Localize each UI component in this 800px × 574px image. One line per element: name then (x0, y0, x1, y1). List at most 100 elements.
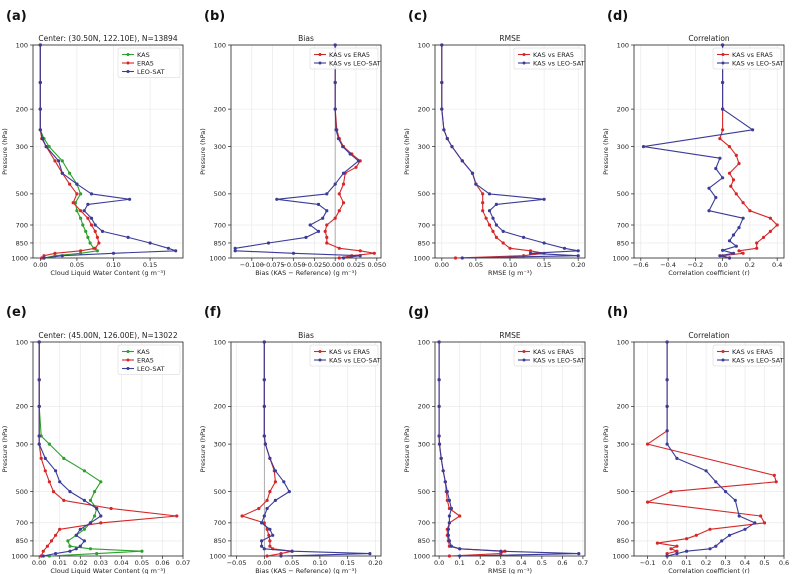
x-tick-label: 0.10 (313, 559, 327, 567)
data-point (262, 514, 266, 518)
data-point (665, 554, 669, 558)
data-point (62, 456, 66, 460)
panel-e: (e) Center: (45.00N, 126.00E), N=13022 0.0… (1, 305, 190, 574)
legend-marker (318, 53, 322, 56)
data-point (337, 209, 341, 213)
plot-area (435, 342, 585, 556)
data-point (721, 107, 725, 111)
data-point (460, 159, 464, 163)
plot-frame (633, 341, 785, 557)
data-point (501, 229, 505, 233)
data-point (68, 171, 72, 175)
x-tick-label: 0.20 (368, 559, 382, 567)
data-point (68, 544, 72, 548)
data-point (128, 197, 132, 201)
data-point (86, 216, 90, 220)
x-tick-label: 0.3 (720, 559, 730, 567)
plot-frame (633, 44, 785, 259)
x-tick-label: −0.075 (261, 261, 285, 269)
data-point (704, 469, 708, 473)
data-point (665, 552, 669, 556)
plot-frame (230, 44, 382, 259)
legend-label: KAS vs LEO-SAT (329, 356, 381, 364)
data-point (275, 197, 279, 201)
y-tick-label: 300 (418, 440, 430, 448)
plot-frame (434, 341, 586, 557)
data-point (97, 241, 101, 245)
panel-b: (b) Bias −0.100−0.075−0.050−0.025 0.000 0.02… (199, 9, 386, 277)
series-kas-vs-leo-sat (437, 340, 581, 558)
data-point (100, 229, 105, 233)
data-point (669, 547, 673, 551)
legend-box (309, 47, 379, 70)
data-point (82, 209, 86, 213)
legend-label: KAS vs ERA5 (329, 51, 370, 59)
data-point (175, 514, 179, 518)
data-point (348, 152, 352, 156)
legend-marker (126, 367, 130, 370)
data-point (437, 442, 442, 446)
legend-marker (126, 358, 130, 362)
data-point (718, 156, 722, 160)
legend-label: ERA5 (137, 356, 154, 364)
data-point (240, 514, 244, 518)
data-point (126, 235, 130, 239)
series-kas-vs-leo-sat (665, 340, 757, 558)
panel-title: Bias (298, 331, 314, 340)
data-point (89, 192, 94, 196)
data-point (741, 216, 745, 220)
data-point (279, 552, 283, 556)
data-point (88, 547, 93, 551)
data-point (714, 195, 718, 200)
data-point (337, 246, 341, 250)
x-tick-label: 0.025 (347, 261, 366, 269)
y-tick-label: 1000 (612, 552, 629, 560)
data-point (79, 251, 83, 255)
legend-box (513, 47, 583, 70)
data-point (47, 145, 51, 149)
series-kas-vs-leo-sat (260, 340, 372, 558)
data-point (93, 246, 97, 250)
data-point (93, 223, 97, 227)
data-point (453, 256, 458, 260)
data-point (82, 498, 86, 502)
data-point (341, 182, 346, 186)
data-point (265, 498, 269, 502)
data-point (665, 404, 669, 408)
data-point (441, 469, 445, 473)
data-point (733, 498, 737, 502)
data-point (494, 223, 498, 227)
data-point (308, 223, 312, 227)
data-point (99, 480, 103, 484)
data-point (727, 171, 732, 175)
x-tick-label: 0.10 (106, 261, 120, 269)
x-tick-label: 0.4 (772, 261, 782, 269)
x-tick-label: 0.0 (717, 261, 727, 269)
data-point (508, 246, 512, 250)
data-point (694, 533, 698, 537)
data-point (341, 201, 346, 205)
data-point (447, 554, 451, 558)
data-point (79, 192, 83, 196)
legend-label: LEO-SAT (137, 68, 165, 76)
data-point (49, 539, 54, 543)
data-point (753, 521, 757, 525)
legend-marker (721, 350, 725, 353)
data-point (487, 223, 492, 227)
y-tick-label: 500 (214, 190, 226, 198)
legend-box (309, 344, 379, 367)
data-point (74, 547, 78, 551)
data-point (268, 527, 272, 531)
x-tick-label: 0.7 (578, 559, 588, 567)
x-axis-label: RMSE (g m⁻³) (488, 567, 532, 574)
data-point (481, 201, 485, 205)
panel-label: (h) (607, 305, 628, 320)
legend-marker (126, 53, 130, 56)
series-kas-vs-leo-sat (440, 43, 580, 260)
data-point (646, 500, 650, 504)
data-point (333, 216, 337, 220)
data-point (336, 137, 341, 141)
data-point (337, 256, 341, 260)
